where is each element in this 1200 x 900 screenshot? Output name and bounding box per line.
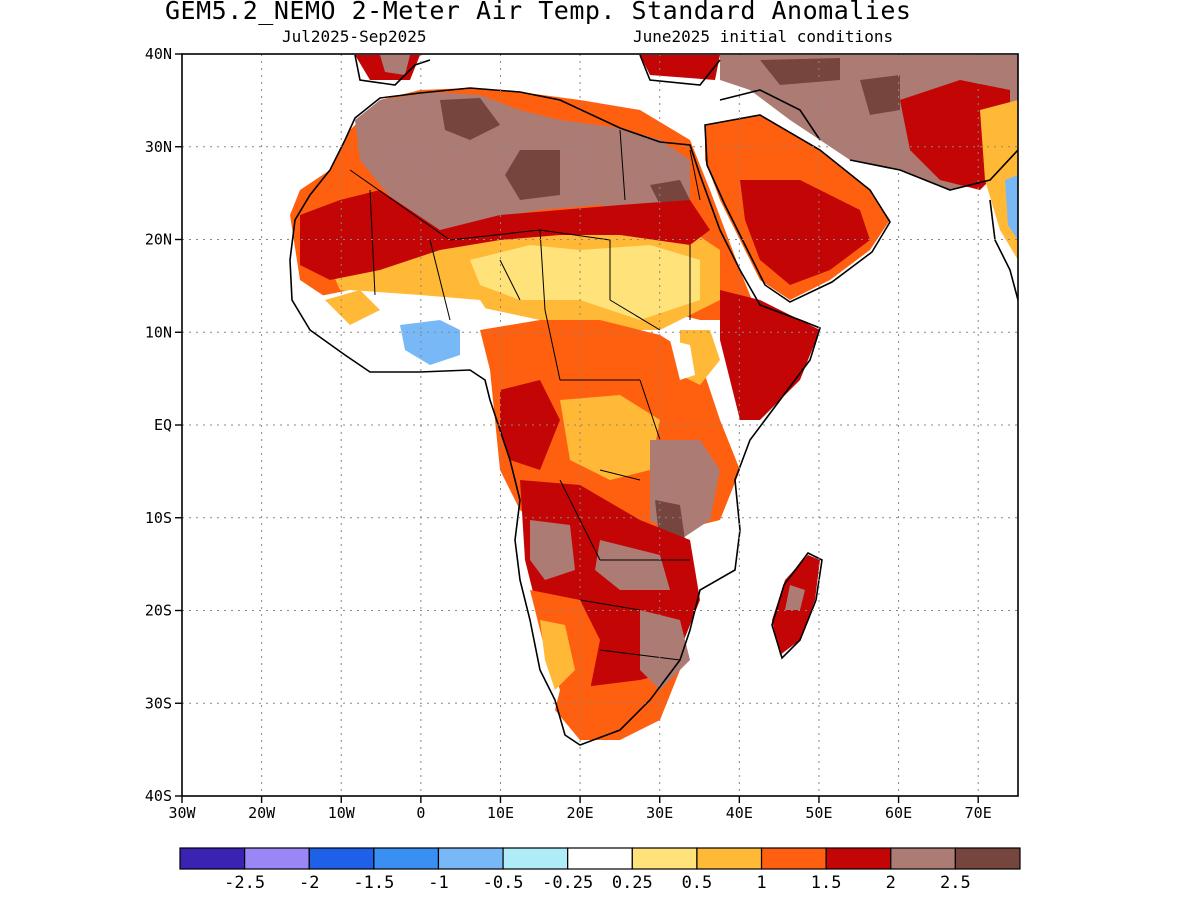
anomaly-region-sahara-south: [300, 190, 710, 280]
colorbar-label: -0.25: [542, 873, 593, 893]
lat-tick-label: 30N: [145, 138, 172, 156]
lon-tick-label: 70E: [965, 804, 992, 822]
border-lines: [349, 129, 701, 661]
colorbar-label: -0.5: [483, 873, 524, 893]
colorbar-label: -2: [299, 873, 319, 893]
lon-tick-label: 10W: [328, 804, 356, 822]
anomaly-region-sahara-peak: [440, 98, 690, 205]
arabia-coastline: [704, 114, 891, 303]
madagascar-coastline: [771, 551, 823, 660]
colorbar-swatch: [760, 847, 827, 870]
colorbar-swatch: [567, 847, 633, 870]
colorbar-label: 0.25: [612, 873, 653, 893]
colorbar-swatch: [954, 847, 1021, 870]
colorbar-swatch: [308, 847, 375, 870]
colorbar-label: -1.5: [353, 873, 394, 893]
initial-conditions: June2025 initial conditions: [633, 27, 894, 46]
lat-tick-label: 10N: [145, 323, 172, 341]
lat-tick-label: EQ: [154, 416, 172, 434]
lat-tick-label: 40S: [145, 787, 172, 805]
colorbar-swatch: [502, 847, 569, 870]
lat-tick-label: 40N: [145, 45, 172, 63]
anomaly-field: [290, 55, 1018, 740]
anomaly-region-angola: [530, 520, 575, 580]
anomaly-region-southern-europe-peak: [380, 55, 410, 75]
lon-tick-label: 20W: [248, 804, 276, 822]
colorbar-label: 0.5: [682, 873, 713, 893]
lon-tick-label: 60E: [885, 804, 912, 822]
anomaly-region-lake-victoria: [670, 340, 695, 380]
colorbar: -2.5 -2 -1.5 -1 -0.5 -0.25 0.25 0.5 1 1.5 2 2.5: [179, 847, 1021, 893]
anomaly-region-arabia-hot: [740, 180, 870, 285]
colorbar-label: -1: [428, 873, 448, 893]
anomaly-region-east-africa: [720, 290, 820, 420]
lon-tick-label: 20E: [567, 804, 594, 822]
anomaly-region-south-africa: [555, 670, 680, 740]
anomaly-region-gulf-guinea-cool: [400, 320, 460, 365]
lat-tick-label: 30S: [145, 694, 172, 712]
anomaly-region-sahel-mild: [470, 245, 700, 320]
colorbar-swatch: [696, 847, 763, 870]
colorbar-swatch: [825, 847, 892, 870]
colorbar-swatch: [179, 847, 246, 870]
anomaly-region-namibia-coast: [540, 620, 575, 690]
europe-coastline: [354, 54, 1018, 191]
lat-tick-label: 20S: [145, 602, 172, 620]
anomaly-region-mozambique: [640, 610, 690, 690]
anomaly-region-madagascar-peak: [785, 585, 805, 610]
coastlines: [289, 54, 1018, 746]
colorbar-swatch: [244, 847, 310, 870]
lon-tick-label: 30W: [168, 804, 196, 822]
colorbar-swatch: [890, 847, 956, 870]
map-title: GEM5.2_NEMO 2-Meter Air Temp. Standard A…: [165, 0, 912, 25]
anomaly-region-coast-warm: [325, 290, 380, 325]
anomaly-region-iran: [900, 80, 1010, 190]
anomaly-region-southern-europe: [355, 55, 720, 80]
anomaly-region-congo-west: [500, 380, 560, 470]
lon-tick-label: 40E: [726, 804, 753, 822]
anomaly-region-middle-east-peak: [760, 58, 900, 115]
india-coastline: [989, 199, 1018, 301]
colorbar-label: 2: [886, 873, 896, 893]
lon-tick-label: 10E: [487, 804, 514, 822]
lon-tick-label: 50E: [805, 804, 832, 822]
colorbar-label: 1.5: [811, 873, 842, 893]
colorbar-swatch: [373, 847, 440, 870]
colorbar-label: 1: [756, 873, 766, 893]
colorbar-label: 2.5: [940, 873, 971, 893]
forecast-period: Jul2025-Sep2025: [282, 27, 427, 46]
lon-tick-label: 30E: [646, 804, 673, 822]
africa-coastline: [289, 87, 821, 746]
colorbar-label: -2.5: [224, 873, 265, 893]
anomaly-region-congo-warm: [560, 395, 660, 480]
country-borders: [349, 129, 701, 661]
anomaly-region-india-cool: [1005, 175, 1018, 240]
lat-tick-label: 10S: [145, 509, 172, 527]
colorbar-swatch: [631, 847, 698, 870]
anomaly-region-zambia: [595, 540, 670, 590]
lat-tick-label: 20N: [145, 231, 172, 249]
colorbar-swatch: [437, 847, 504, 870]
gridlines: [182, 54, 1018, 796]
lon-tick-label: 0: [416, 804, 425, 822]
